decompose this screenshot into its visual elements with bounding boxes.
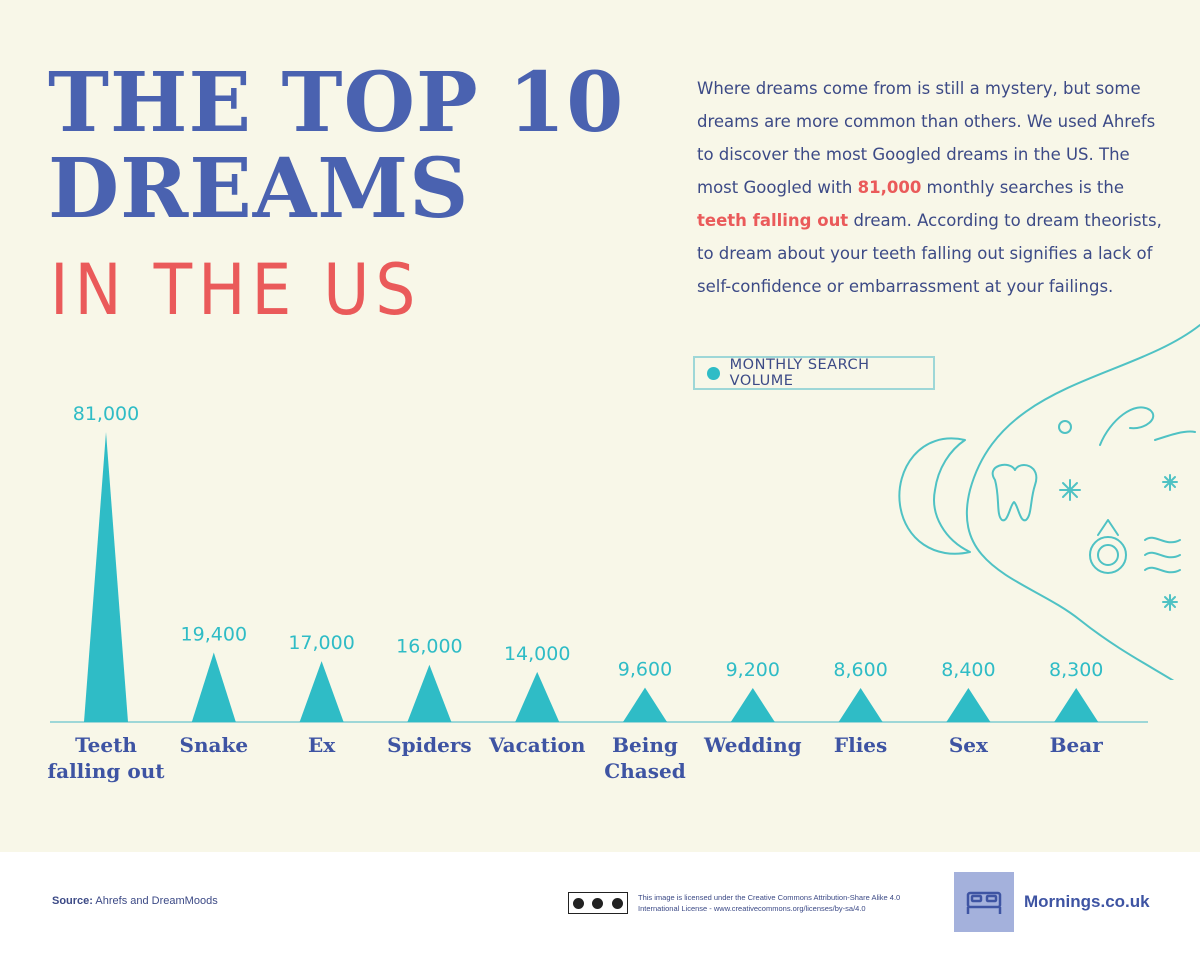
legend-dot-icon bbox=[707, 366, 720, 380]
intro-text-2: monthly searches is the bbox=[921, 178, 1125, 197]
bar-ex bbox=[299, 661, 344, 722]
category-label: Spiders bbox=[387, 733, 472, 757]
data-label: 9,600 bbox=[618, 659, 672, 681]
bar-sex bbox=[946, 688, 991, 722]
source-label: Source: bbox=[52, 895, 93, 907]
category-label: falling out bbox=[48, 759, 166, 783]
license-text: This image is licensed under the Creativ… bbox=[638, 893, 901, 913]
footer: Source: Ahrefs and DreamMoods This image… bbox=[0, 852, 1200, 960]
intro-highlight-number: 81,000 bbox=[857, 178, 922, 197]
data-label: 14,000 bbox=[504, 643, 570, 665]
bar-wedding bbox=[730, 688, 775, 722]
intro-paragraph: Where dreams come from is still a myster… bbox=[697, 72, 1167, 303]
title-line-1: THE TOP 10 bbox=[48, 55, 625, 151]
data-label: 81,000 bbox=[73, 403, 139, 425]
page-title: THE TOP 10 DREAMS bbox=[48, 60, 624, 232]
page-subtitle: IN THE US bbox=[50, 249, 422, 331]
title-line-2: DREAMS bbox=[48, 141, 470, 237]
tooth-icon bbox=[991, 463, 1038, 522]
category-label: Ex bbox=[308, 733, 336, 757]
bar-flies bbox=[838, 688, 883, 722]
bar-bear bbox=[1054, 688, 1099, 722]
intro-text-3: dream. According to dream theorists, to … bbox=[697, 211, 1162, 296]
ring-icon bbox=[1089, 536, 1127, 574]
category-label: Sex bbox=[949, 733, 989, 757]
bar-being-chased bbox=[623, 687, 667, 722]
category-label: Teeth bbox=[75, 733, 137, 757]
bar-vacation bbox=[515, 671, 560, 722]
cc-by-sa-icon bbox=[568, 892, 628, 914]
category-label: Flies bbox=[834, 733, 887, 757]
bar-spiders bbox=[407, 664, 452, 722]
category-label: Vacation bbox=[488, 733, 586, 757]
brand-name: Mornings.co.uk bbox=[1024, 892, 1150, 911]
category-label: Snake bbox=[180, 733, 249, 757]
data-label: 16,000 bbox=[396, 636, 462, 658]
data-label: 8,300 bbox=[1049, 659, 1103, 681]
waves-icon bbox=[1144, 536, 1181, 574]
chart-legend: MONTHLY SEARCH VOLUME bbox=[693, 356, 935, 390]
category-label: Chased bbox=[604, 759, 685, 783]
data-label: 19,400 bbox=[181, 624, 247, 646]
snake-icon bbox=[1099, 406, 1196, 446]
bar-snake bbox=[191, 652, 236, 722]
category-label: Being bbox=[612, 733, 678, 757]
dream-doodles-illustration bbox=[898, 324, 1200, 680]
source-text: Ahrefs and DreamMoods bbox=[92, 895, 218, 907]
dream-cloud-icon bbox=[965, 324, 1200, 680]
intro-text-1: Where dreams come from is still a myster… bbox=[697, 79, 1156, 197]
intro-highlight-phrase: teeth falling out bbox=[697, 211, 849, 230]
data-label: 17,000 bbox=[288, 632, 354, 654]
bed-icon bbox=[954, 872, 1014, 932]
legend-label: MONTHLY SEARCH VOLUME bbox=[729, 357, 870, 389]
data-label: 9,200 bbox=[726, 659, 780, 681]
data-label: 8,600 bbox=[833, 659, 887, 681]
category-label: Wedding bbox=[703, 733, 802, 757]
data-label: 8,400 bbox=[941, 659, 995, 681]
bar-teeth-falling-out bbox=[84, 432, 128, 722]
category-label: Bear bbox=[1050, 733, 1104, 757]
moon-icon bbox=[898, 437, 971, 555]
sparkle-icon bbox=[1059, 479, 1081, 501]
source-note: Source: Ahrefs and DreamMoods bbox=[52, 895, 218, 907]
